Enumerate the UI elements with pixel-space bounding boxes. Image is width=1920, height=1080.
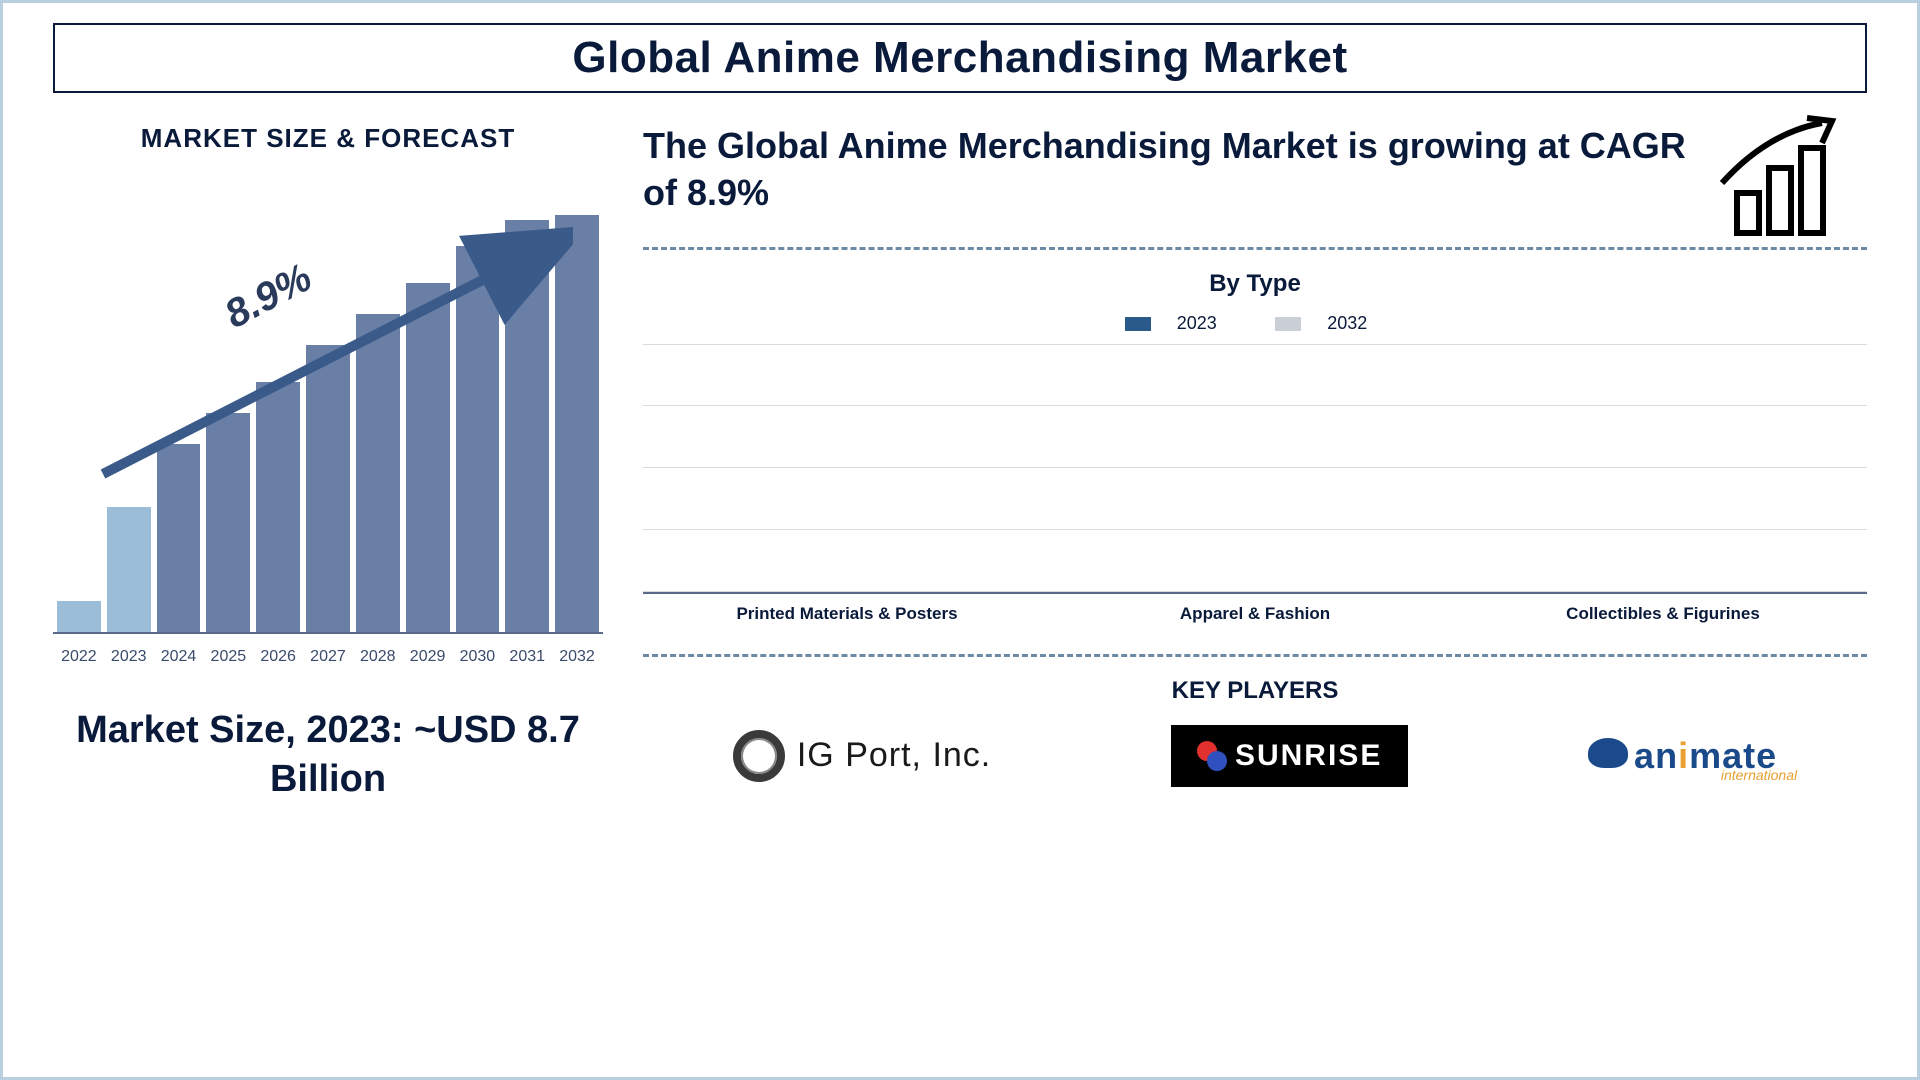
forecast-bar: [505, 220, 549, 632]
forecast-bar: [107, 507, 151, 632]
forecast-bar: [456, 246, 500, 632]
player-animate: animate international: [1588, 735, 1777, 777]
infographic-frame: Global Anime Merchandising Market MARKET…: [0, 0, 1920, 1080]
forecast-bar: [555, 215, 599, 632]
left-column: MARKET SIZE & FORECAST 8.9% 2022 2023 2024…: [53, 123, 603, 805]
bytype-bars: [643, 344, 1867, 592]
growth-chart-icon: [1707, 113, 1847, 243]
sunrise-label: SUNRISE: [1235, 739, 1382, 773]
forecast-xaxis-tick: 2023: [107, 648, 151, 666]
forecast-bar: [406, 283, 450, 632]
legend-item-2023: 2023: [1125, 313, 1235, 333]
forecast-bar: [256, 382, 300, 632]
forecast-xaxis-tick: 2022: [57, 648, 101, 666]
forecast-xaxis-tick: 2024: [157, 648, 201, 666]
bytype-xaxis: Printed Materials & Posters Apparel & Fas…: [643, 604, 1867, 624]
forecast-bar: [57, 601, 101, 632]
forecast-heading: MARKET SIZE & FORECAST: [53, 123, 603, 154]
forecast-xaxis: 2022 2023 2024 2025 2026 2027 2028 2029 2030 2031…: [53, 642, 603, 666]
forecast-bars: [53, 194, 603, 632]
forecast-xaxis-tick: 2025: [206, 648, 250, 666]
key-players-title: KEY PLAYERS: [643, 677, 1867, 705]
sunrise-logo-icon: [1197, 741, 1227, 771]
forecast-xaxis-tick: 2030: [456, 648, 500, 666]
player-igport: IG Port, Inc.: [733, 730, 991, 782]
page-title: Global Anime Merchandising Market: [75, 33, 1845, 83]
igport-logo-icon: [733, 730, 785, 782]
bytype-title: By Type: [643, 270, 1867, 298]
bytype-legend: 2023 2032: [643, 313, 1867, 334]
forecast-bar: [306, 345, 350, 632]
animate-logo-icon: [1588, 738, 1628, 768]
forecast-bar: [356, 314, 400, 632]
animate-sublabel: international: [1721, 767, 1797, 783]
player-sunrise: SUNRISE: [1171, 725, 1408, 787]
market-size-statement: Market Size, 2023: ~USD 8.7 Billion: [53, 706, 603, 805]
forecast-xaxis-tick: 2029: [406, 648, 450, 666]
forecast-xaxis-tick: 2032: [555, 648, 599, 666]
igport-label: IG Port, Inc.: [797, 736, 991, 775]
content-columns: MARKET SIZE & FORECAST 8.9% 2022 2023 2024…: [33, 123, 1887, 805]
forecast-bar: [206, 413, 250, 632]
title-box: Global Anime Merchandising Market: [53, 23, 1867, 93]
forecast-bar-chart: 8.9%: [53, 194, 603, 634]
forecast-xaxis-tick: 2031: [505, 648, 549, 666]
divider-1: [643, 247, 1867, 250]
key-players-row: IG Port, Inc. SUNRISE animate internatio…: [643, 725, 1867, 787]
legend-item-2032: 2032: [1275, 313, 1385, 333]
bytype-bar-chart: [643, 344, 1867, 594]
forecast-bar: [157, 444, 201, 632]
cagr-headline: The Global Anime Merchandising Market is…: [643, 123, 1867, 217]
bytype-xaxis-label: Apparel & Fashion: [1115, 604, 1395, 624]
bytype-xaxis-label: Printed Materials & Posters: [707, 604, 987, 624]
right-column: The Global Anime Merchandising Market is…: [643, 123, 1867, 805]
forecast-xaxis-tick: 2026: [256, 648, 300, 666]
bytype-xaxis-label: Collectibles & Figurines: [1523, 604, 1803, 624]
divider-2: [643, 654, 1867, 657]
forecast-xaxis-tick: 2028: [356, 648, 400, 666]
forecast-xaxis-tick: 2027: [306, 648, 350, 666]
